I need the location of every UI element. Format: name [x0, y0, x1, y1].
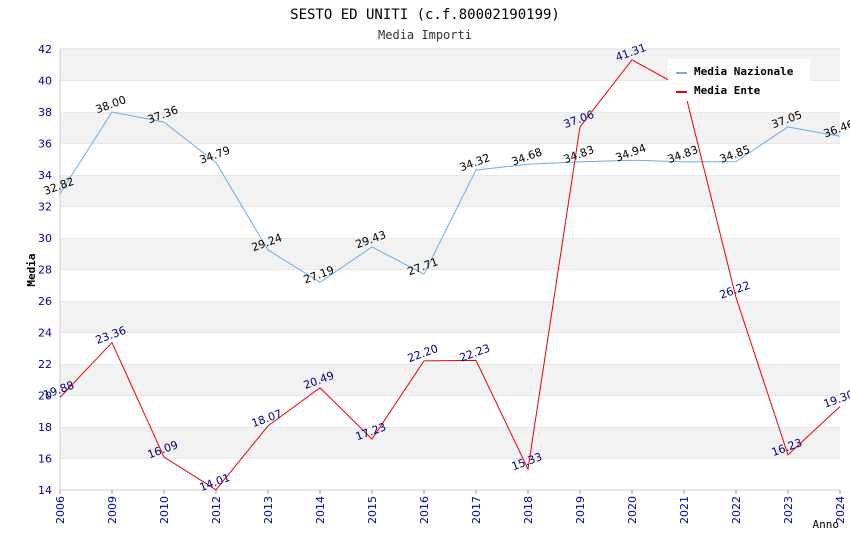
- y-tick-label: 30: [38, 232, 52, 245]
- legend-label-ente: Media Ente: [694, 84, 761, 97]
- axes: [59, 49, 840, 491]
- grid-band: [60, 112, 840, 144]
- grid-band: [60, 269, 840, 301]
- y-tick-label: 18: [38, 421, 52, 434]
- x-axis-label: Anno: [813, 518, 840, 531]
- y-tick-label: 42: [38, 43, 52, 56]
- y-tick-label: 16: [38, 453, 52, 466]
- x-tick-label: 2013: [262, 496, 275, 524]
- grid-band: [60, 175, 840, 207]
- y-tick-label: 28: [38, 264, 52, 277]
- x-tick-label: 2006: [54, 496, 67, 524]
- y-tick-label: 20: [38, 390, 52, 403]
- legend-box: [668, 59, 810, 101]
- chart-subtitle: Media Importi: [378, 28, 472, 42]
- y-tick-label: 32: [38, 201, 52, 214]
- y-tick-label: 26: [38, 295, 52, 308]
- grid-band: [60, 458, 840, 490]
- x-tick-label: 2022: [730, 496, 743, 524]
- grid-band: [60, 332, 840, 364]
- x-tick-label: 2019: [574, 496, 587, 524]
- x-tick-label: 2016: [418, 496, 431, 524]
- legend: Media Nazionale Media Ente: [668, 59, 810, 101]
- grid-band: [60, 301, 840, 333]
- series-lines: [59, 59, 841, 491]
- grid-band: [60, 427, 840, 459]
- grid-band: [60, 238, 840, 270]
- y-tick-label: 36: [38, 138, 52, 151]
- y-tick-label: 40: [38, 75, 52, 88]
- y-axis-ticks: 14 16 18 20 22 24 26 28 30 32 34 36 38 40 42: [38, 43, 52, 497]
- grid-band: [60, 143, 840, 175]
- x-tick-label: 2021: [678, 496, 691, 524]
- x-tick-label: 2009: [106, 496, 119, 524]
- grid-band: [60, 364, 840, 396]
- series-line-media-nazionale: [59, 111, 841, 283]
- legend-label-nazionale: Media Nazionale: [694, 65, 794, 78]
- x-tick-label: 2018: [522, 496, 535, 524]
- x-tick-label: 2024: [834, 496, 847, 524]
- y-tick-label: 22: [38, 358, 52, 371]
- x-tick-label: 2012: [210, 496, 223, 524]
- x-tick-label: 2015: [366, 496, 379, 524]
- y-axis-label: Media: [25, 253, 38, 286]
- y-tick-label: 14: [38, 484, 52, 497]
- chart-title: SESTO ED UNITI (c.f.80002190199): [290, 7, 560, 23]
- y-tick-label: 34: [38, 169, 52, 182]
- x-tick-label: 2023: [782, 496, 795, 524]
- series-line-media-ente: [59, 59, 841, 491]
- x-tick-label: 2020: [626, 496, 639, 524]
- y-tick-label: 38: [38, 106, 52, 119]
- x-tick-label: 2014: [314, 496, 327, 524]
- grid-band: [60, 395, 840, 427]
- x-tick-label: 2010: [158, 496, 171, 524]
- x-axis-ticks: 2006 2009 2010 2012 2013 2014 2015 2016 2017 2018…: [54, 490, 847, 524]
- y-tick-label: 24: [38, 327, 52, 340]
- x-tick-label: 2017: [470, 496, 483, 524]
